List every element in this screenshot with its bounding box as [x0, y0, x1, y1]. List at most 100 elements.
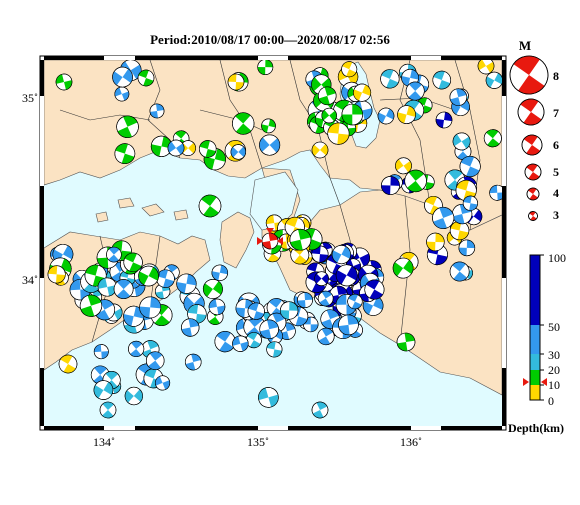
focal-mechanism-c1-31: [317, 290, 334, 307]
focal-mechanism-isolated-4: [435, 111, 453, 129]
frame-bottom-seg-0: [44, 426, 104, 430]
mag-label-7: 7: [553, 106, 559, 120]
focal-mechanism-c0-36: [331, 245, 351, 265]
frame-bottom-seg-1: [104, 426, 135, 430]
depth-band-20-30: [530, 354, 540, 370]
frame-top-seg-1: [104, 56, 135, 60]
magnitude-ball-3: [528, 211, 538, 221]
focal-mechanism-isolated-11: [198, 194, 222, 218]
focal-mechanism-isolated-3: [396, 332, 416, 352]
focal-mechanism-c8-5: [155, 375, 171, 391]
focal-mechanism-c2-33: [139, 296, 162, 319]
focal-mechanism-isolated-6: [311, 141, 329, 159]
focal-mechanism-c5-6: [149, 103, 165, 119]
focal-mechanism-c2-18: [202, 279, 223, 299]
land-mass-6: [173, 209, 189, 221]
depth-tick-10: 10: [548, 378, 560, 392]
frame-left-seg-0: [40, 60, 44, 96]
focal-mechanism-c8-17: [93, 380, 114, 400]
land-mass-5: [117, 197, 135, 209]
depth-legend-title: Depth(km): [508, 421, 564, 435]
boundary-line-5: [329, 177, 341, 206]
focal-mechanism-c8-1: [141, 340, 160, 359]
mag-label-4: 4: [553, 186, 559, 200]
focal-mechanism-c9-11: [489, 184, 502, 201]
highlight-marker-right: [277, 237, 283, 245]
depth-tick-20: 20: [548, 363, 560, 377]
frame-top-seg-4: [288, 56, 411, 60]
focal-mechanism-c5-15: [114, 143, 136, 164]
focal-mechanism-c1-22: [297, 292, 313, 309]
focal-mechanism-c8-2: [93, 344, 109, 360]
focal-mechanism-c9-10: [452, 132, 471, 151]
focal-mechanism-c2-24: [176, 273, 197, 294]
focal-mechanism-c5-17: [167, 139, 185, 157]
magnitude-legend: M 8 7 6 5 4 3: [509, 38, 559, 222]
focal-mechanism-c0-15: [362, 295, 384, 316]
lat-tick-35: 35˚: [22, 91, 38, 105]
focal-mechanism-c1-37: [259, 319, 279, 340]
focal-mechanism-c8-3: [184, 353, 202, 371]
focal-mechanism-c0-32: [335, 264, 358, 287]
frame-top-seg-6: [441, 56, 502, 60]
focal-mechanism-c9-4: [485, 71, 502, 89]
focal-mechanism-isolated-9: [227, 73, 245, 91]
focal-mechanism-c8-15: [145, 351, 165, 370]
magnitude-ball-5: [524, 163, 542, 181]
focal-mechanism-c0-39: [364, 279, 385, 300]
focal-mechanism-c1-36: [338, 314, 359, 336]
depth-tick-30: 30: [548, 348, 560, 362]
focal-mechanism-c5-10: [114, 86, 130, 102]
chart-title: Period:2010/08/17 00:00—2020/08/17 02:56: [150, 32, 390, 47]
magnitude-ball-4: [526, 187, 540, 201]
focal-mechanism-c2-27: [181, 318, 200, 337]
boundary-line-8: [399, 195, 411, 346]
highlight-marker-top: [266, 228, 274, 234]
lon-tick-134: 134˚: [93, 435, 115, 449]
lon-tick-136: 136˚: [400, 435, 422, 449]
boundary-line-11: [59, 109, 151, 121]
frame-bottom-seg-3: [258, 426, 288, 430]
focal-mechanism-c10-4: [449, 88, 468, 106]
depth-marker-right: [541, 378, 547, 386]
magnitude-legend-title: M: [519, 38, 531, 53]
focal-mechanism-c6-6: [458, 239, 476, 257]
depth-tick-100: 100: [548, 251, 566, 265]
magnitude-ball-8: [509, 55, 549, 95]
focal-mechanism-c9-7: [483, 129, 502, 148]
focal-mechanism-c10-8: [432, 70, 452, 90]
depth-band-0-10: [530, 385, 540, 400]
lon-axis: 134˚ 135˚ 136˚: [93, 435, 422, 449]
mag-label-6: 6: [553, 138, 559, 152]
focal-mechanism-c6-15: [404, 169, 427, 193]
focal-mechanism-c3-9: [341, 61, 358, 78]
focal-mechanism-c3-26: [321, 107, 337, 124]
focal-mechanism-c6-3: [395, 157, 412, 175]
focal-mechanism-c10-9: [405, 81, 425, 101]
lat-axis: 35˚ 34˚: [22, 91, 38, 287]
frame-right-seg-1: [502, 96, 506, 186]
frame-right-seg-4: [502, 368, 506, 426]
focal-mechanism-c8-14: [124, 386, 143, 406]
focal-mechanism-c0-30: [311, 245, 329, 263]
focal-mechanism-isolated-1: [99, 401, 117, 419]
focal-mechanism-highlight: [261, 232, 279, 250]
focal-mechanism-c10-7: [397, 105, 416, 124]
depth-legend: 100 50 30 20 10 0 Depth(km): [508, 251, 566, 435]
depth-band-30-50: [530, 325, 540, 354]
focal-mechanism-c5-9: [257, 60, 274, 76]
focal-mechanism-c2-8: [123, 305, 145, 327]
frame-left-seg-3: [40, 278, 44, 368]
focal-mechanism-c1-33: [347, 293, 363, 310]
map-area: [44, 60, 502, 426]
magnitude-ball-7: [517, 98, 545, 126]
frame-bottom-seg-6: [441, 426, 502, 430]
highlight-marker-left: [257, 237, 263, 245]
focal-mechanism-c5-7: [261, 118, 276, 134]
mag-label-8: 8: [553, 69, 559, 83]
focal-mechanism-isolated-5: [377, 107, 395, 125]
lat-tick-34: 34˚: [22, 273, 38, 287]
depth-colorbar-outline: [529, 254, 541, 401]
